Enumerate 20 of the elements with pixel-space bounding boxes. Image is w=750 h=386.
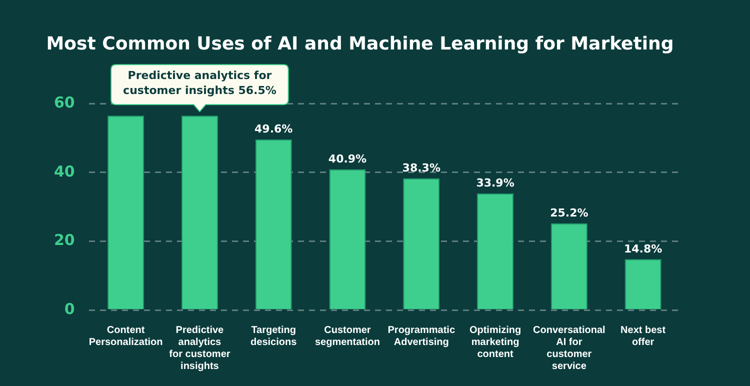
y-tick-label: 20 bbox=[54, 231, 75, 250]
x-tick-label: Targeting desicions bbox=[250, 324, 298, 348]
chart-title: Most Common Uses of AI and Machine Learning for Marketing bbox=[46, 33, 674, 54]
y-tick-label: 0 bbox=[64, 300, 75, 318]
data-label: 33.9% bbox=[476, 176, 514, 190]
y-tick-label: 40 bbox=[54, 162, 75, 180]
x-tick-label: Predictive analytics for customer insights bbox=[169, 324, 230, 372]
x-tick-label: Programmatic Advertising bbox=[388, 324, 456, 348]
x-tick-label: Conversational AI for customer service bbox=[533, 324, 606, 372]
data-label: 14.8% bbox=[624, 242, 662, 256]
x-tick-label: Next best offer bbox=[620, 324, 666, 348]
x-tick-label: Content Personalization bbox=[88, 324, 163, 348]
data-label: 49.6% bbox=[254, 122, 293, 136]
data-label: 38.3% bbox=[402, 162, 440, 175]
x-tick-label: Customer segmentation bbox=[314, 324, 380, 348]
y-tick-label: 60 bbox=[54, 93, 75, 112]
data-label: 40.9% bbox=[328, 152, 367, 166]
annotation: Predictive analytics for customer insights 56.5% bbox=[123, 69, 276, 97]
x-tick-label: Optimizing marketing content bbox=[469, 324, 522, 360]
data-label: 25.2% bbox=[550, 206, 588, 220]
